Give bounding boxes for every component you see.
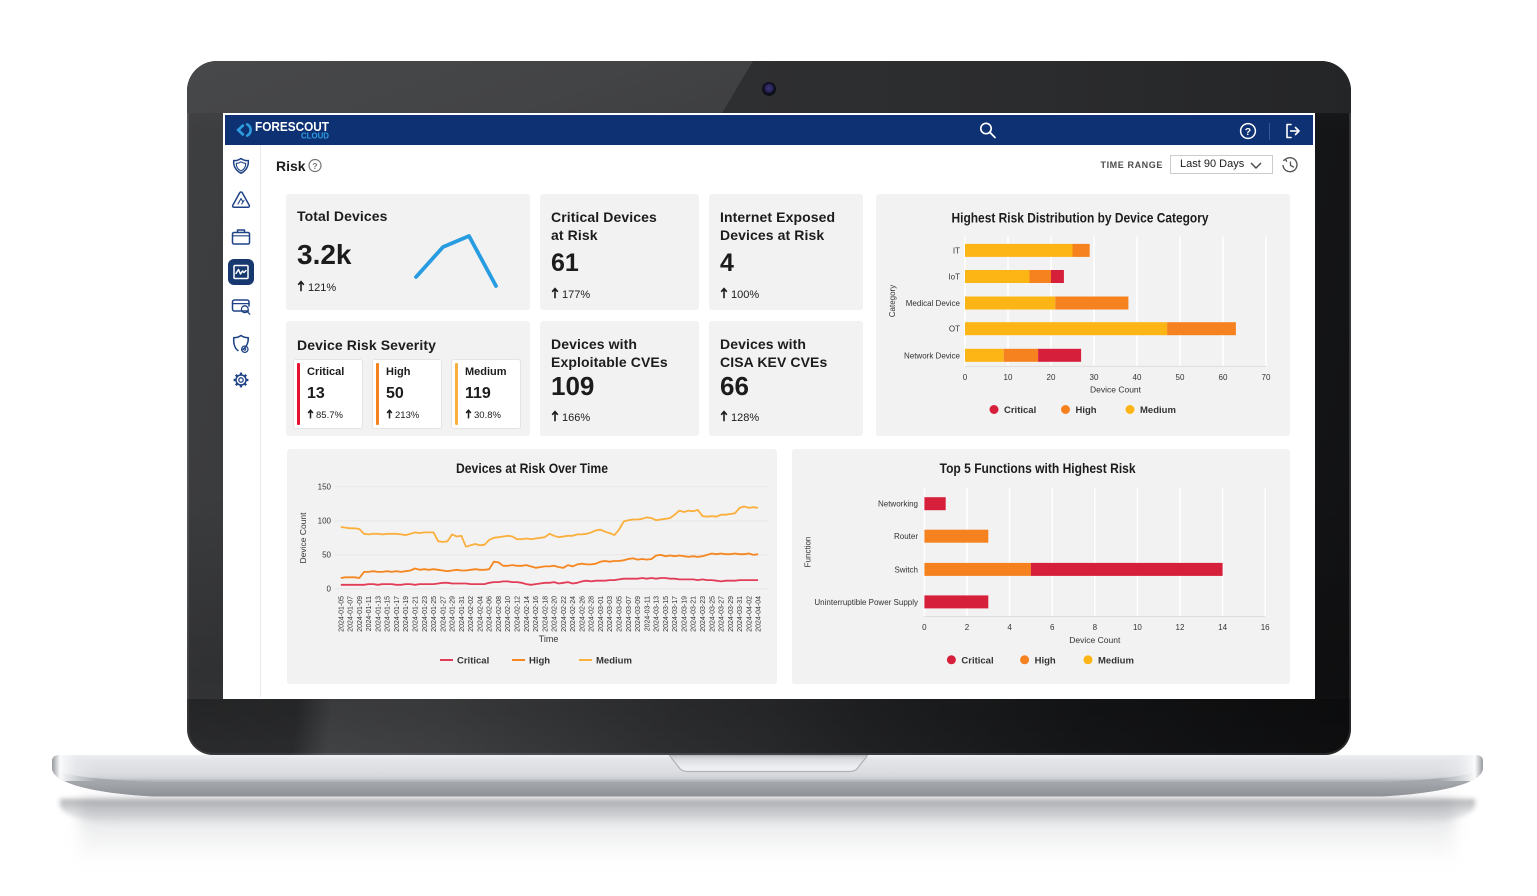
svg-text:30: 30 — [1090, 373, 1099, 382]
svg-text:2024-03-01: 2024-03-01 — [598, 596, 605, 632]
svg-text:IoT: IoT — [948, 273, 960, 282]
svg-text:2024-02-04: 2024-02-04 — [477, 596, 484, 632]
svg-text:2024-03-13: 2024-03-13 — [654, 596, 661, 632]
svg-text:6: 6 — [1050, 623, 1055, 632]
svg-text:Devices at Risk Over Time: Devices at Risk Over Time — [456, 460, 608, 476]
svg-text:2024-01-31: 2024-01-31 — [459, 596, 466, 632]
svg-text:0: 0 — [963, 373, 968, 382]
svg-text:2024-01-13: 2024-01-13 — [375, 596, 382, 632]
svg-text:Medium: Medium — [1140, 405, 1176, 416]
svg-text:20: 20 — [1047, 373, 1056, 382]
svg-text:High: High — [1076, 405, 1097, 416]
svg-text:2024-02-28: 2024-02-28 — [589, 596, 596, 632]
svg-text:2024-04-02: 2024-04-02 — [746, 596, 753, 632]
svg-text:Highest Risk Distribution by D: Highest Risk Distribution by Device Cate… — [952, 210, 1209, 226]
svg-text:2: 2 — [965, 623, 970, 632]
svg-text:Network Device: Network Device — [904, 351, 961, 360]
svg-text:2024-02-18: 2024-02-18 — [542, 596, 549, 632]
svg-text:50: 50 — [1176, 373, 1185, 382]
svg-text:10: 10 — [1004, 373, 1013, 382]
svg-text:Networking: Networking — [878, 500, 918, 509]
svg-text:70: 70 — [1262, 373, 1271, 382]
svg-text:Critical: Critical — [961, 655, 993, 666]
svg-text:2024-03-31: 2024-03-31 — [737, 596, 744, 632]
svg-text:2024-03-09: 2024-03-09 — [635, 596, 642, 632]
svg-text:High: High — [529, 656, 550, 667]
svg-text:2024-03-05: 2024-03-05 — [617, 596, 624, 632]
svg-text:2024-02-12: 2024-02-12 — [515, 596, 522, 632]
svg-text:Switch: Switch — [894, 565, 918, 574]
svg-text:?: ? — [1245, 126, 1251, 138]
svg-text:2024-03-17: 2024-03-17 — [672, 596, 679, 632]
svg-text:100: 100 — [318, 516, 332, 525]
svg-text:2024-01-19: 2024-01-19 — [403, 596, 410, 632]
svg-text:2024-03-29: 2024-03-29 — [728, 596, 735, 632]
svg-text:Device Count: Device Count — [1069, 635, 1121, 645]
svg-text:FORESCOUT: FORESCOUT — [255, 119, 329, 134]
svg-text:Critical: Critical — [1004, 405, 1036, 416]
svg-text:0: 0 — [327, 584, 332, 593]
svg-text:50: 50 — [322, 550, 331, 559]
svg-text:2024-02-14: 2024-02-14 — [524, 596, 531, 632]
svg-text:2024-01-05: 2024-01-05 — [338, 596, 345, 632]
svg-text:2024-03-27: 2024-03-27 — [719, 596, 726, 632]
svg-text:2024-03-07: 2024-03-07 — [626, 596, 633, 632]
svg-text:2024-03-15: 2024-03-15 — [663, 596, 670, 632]
svg-text:2024-02-24: 2024-02-24 — [570, 596, 577, 632]
svg-text:2024-01-27: 2024-01-27 — [440, 596, 447, 632]
svg-text:High: High — [1035, 655, 1056, 666]
svg-text:2024-03-03: 2024-03-03 — [607, 596, 614, 632]
svg-text:2024-01-25: 2024-01-25 — [431, 596, 438, 632]
svg-text:2024-01-15: 2024-01-15 — [385, 596, 392, 632]
svg-text:Router: Router — [894, 532, 918, 541]
svg-text:2024-01-23: 2024-01-23 — [422, 596, 429, 632]
svg-text:60: 60 — [1219, 373, 1228, 382]
svg-text:2024-03-23: 2024-03-23 — [700, 596, 707, 632]
svg-text:2024-02-16: 2024-02-16 — [533, 596, 540, 632]
svg-text:14: 14 — [1218, 623, 1227, 632]
svg-text:OT: OT — [949, 325, 960, 334]
svg-text:Medium: Medium — [1098, 655, 1134, 666]
svg-text:0: 0 — [922, 623, 927, 632]
svg-text:Medium: Medium — [596, 656, 632, 667]
svg-text:2024-04-04: 2024-04-04 — [756, 596, 763, 632]
svg-text:2024-02-06: 2024-02-06 — [487, 596, 494, 632]
svg-text:Category: Category — [888, 285, 897, 317]
svg-text:2024-02-02: 2024-02-02 — [468, 596, 475, 632]
svg-text:2024-02-10: 2024-02-10 — [505, 596, 512, 632]
svg-text:10: 10 — [1133, 623, 1142, 632]
svg-text:150: 150 — [318, 482, 332, 491]
svg-text:2024-03-19: 2024-03-19 — [681, 596, 688, 632]
svg-text:CLOUD: CLOUD — [301, 132, 329, 141]
svg-text:Device Count: Device Count — [1090, 385, 1142, 395]
svg-text:2024-01-09: 2024-01-09 — [357, 596, 364, 632]
svg-text:2024-02-08: 2024-02-08 — [496, 596, 503, 632]
svg-text:2024-01-11: 2024-01-11 — [366, 596, 373, 631]
svg-text:40: 40 — [1133, 373, 1142, 382]
svg-text:2024-03-11: 2024-03-11 — [644, 596, 651, 631]
svg-text:2024-01-29: 2024-01-29 — [450, 596, 457, 632]
svg-text:2024-01-07: 2024-01-07 — [348, 596, 355, 632]
svg-text:Device Count: Device Count — [298, 512, 308, 564]
svg-text:IT: IT — [953, 246, 960, 255]
svg-text:Uninterruptible Power Supply: Uninterruptible Power Supply — [814, 598, 918, 607]
svg-text:2024-02-20: 2024-02-20 — [552, 596, 559, 632]
svg-text:?: ? — [312, 161, 317, 171]
svg-text:4: 4 — [1007, 623, 1012, 632]
svg-text:2024-02-26: 2024-02-26 — [579, 596, 586, 632]
svg-text:Function: Function — [804, 537, 813, 568]
svg-text:8: 8 — [1093, 623, 1098, 632]
svg-text:2024-02-22: 2024-02-22 — [561, 596, 568, 632]
svg-text:2024-03-25: 2024-03-25 — [709, 596, 716, 632]
svg-text:12: 12 — [1176, 623, 1185, 632]
svg-text:Medical Device: Medical Device — [906, 299, 961, 308]
svg-text:Critical: Critical — [457, 656, 489, 667]
svg-text:Top 5 Functions with Highest R: Top 5 Functions with Highest Risk — [940, 460, 1136, 476]
svg-text:Time: Time — [539, 634, 559, 644]
svg-text:2024-01-21: 2024-01-21 — [412, 596, 419, 632]
svg-text:2024-03-21: 2024-03-21 — [691, 596, 698, 632]
svg-text:16: 16 — [1261, 623, 1270, 632]
svg-text:2024-01-17: 2024-01-17 — [394, 596, 401, 632]
